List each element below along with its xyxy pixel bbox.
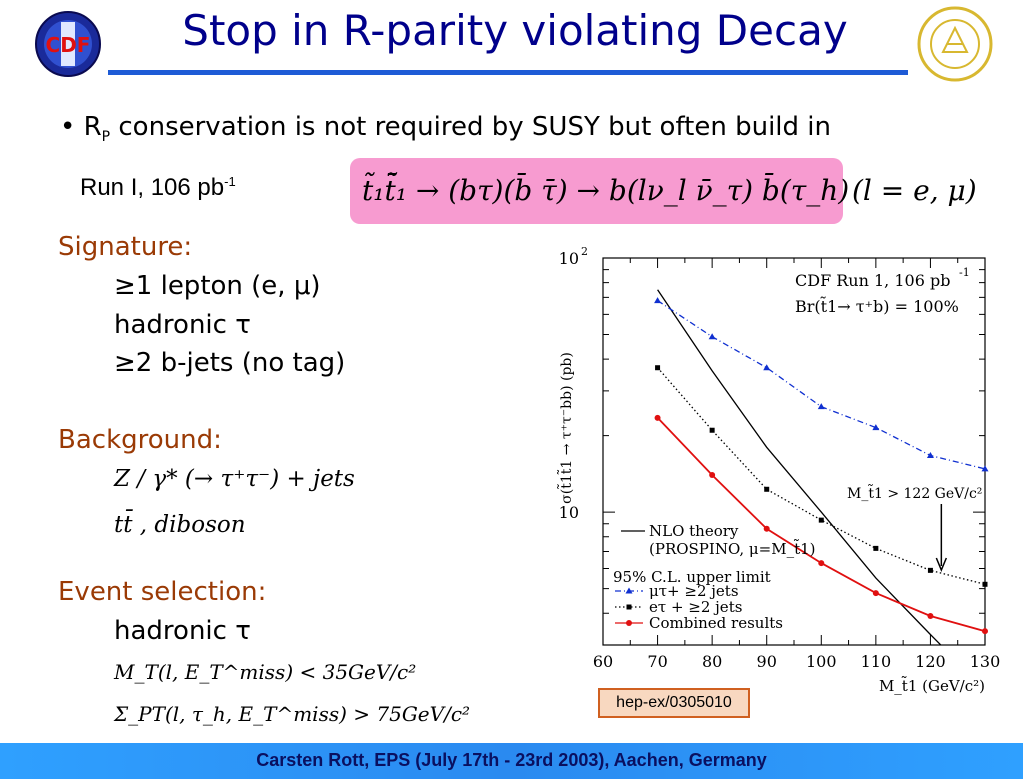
data-point bbox=[927, 567, 933, 573]
legend-label-theory: NLO theory bbox=[649, 522, 739, 540]
x-tick-label: 90 bbox=[757, 652, 777, 671]
x-axis-label: M_t̃1 (GeV/c²) bbox=[879, 676, 985, 695]
selection-heading: Event selection: bbox=[58, 577, 267, 607]
signature-item: hadronic τ bbox=[114, 310, 251, 340]
signature-item: ≥1 lepton (e, μ) bbox=[114, 271, 321, 301]
x-tick-label: 80 bbox=[702, 652, 722, 671]
data-point bbox=[818, 560, 825, 567]
legend-label-2: eτ + ≥2 jets bbox=[649, 598, 742, 616]
legend-marker bbox=[626, 604, 632, 610]
legend-marker bbox=[626, 620, 632, 626]
mass-limit-arrowhead bbox=[935, 557, 948, 572]
signature-heading: Signature: bbox=[58, 232, 193, 262]
data-point bbox=[927, 613, 934, 620]
chart-annotation-title: CDF Run 1, 106 pb bbox=[795, 271, 950, 290]
legend-marker bbox=[625, 587, 633, 594]
background-heading: Background: bbox=[58, 425, 222, 455]
decay-equation-box bbox=[350, 158, 843, 224]
lepton-flavor-note: (l = e, μ) bbox=[852, 174, 977, 207]
rp-bullet: • RP conservation is not required by SUS… bbox=[60, 112, 831, 146]
x-tick-label: 130 bbox=[970, 652, 1001, 671]
data-point bbox=[763, 364, 771, 371]
x-tick-label: 100 bbox=[806, 652, 837, 671]
data-point bbox=[763, 525, 770, 532]
legend-label-theory-2: (PROSPINO, μ=M_t̃1) bbox=[649, 539, 816, 558]
data-point bbox=[818, 517, 824, 523]
page-title: Stop in R-parity violating Decay bbox=[182, 6, 848, 55]
background-z-jets: Z / γ* (→ τ⁺τ⁻) + jets bbox=[114, 466, 355, 492]
cdf-logo-text: CDF bbox=[46, 33, 91, 57]
series-line-1 bbox=[657, 300, 985, 470]
x-tick-label: 120 bbox=[915, 652, 946, 671]
data-point bbox=[654, 297, 662, 304]
legend-header: 95% C.L. upper limit bbox=[613, 568, 771, 586]
data-point bbox=[655, 365, 661, 371]
cross-section-chart: 60 70 80 90 100 110 120 130 10 2 10 M_t̃1 (GeV/c²) σ… bbox=[545, 240, 1015, 710]
data-point bbox=[764, 486, 770, 492]
y-tick-label: 10 bbox=[559, 249, 579, 268]
purdue-seal-logo bbox=[915, 4, 995, 84]
decay-equation: t̃₁t̃̄₁ → (bτ)(b̄ τ̄) → b(lν_l ν̄_τ) b̄(… bbox=[362, 174, 850, 207]
data-point bbox=[709, 427, 715, 433]
chart-annotation-br: Br(t̃1→ τ⁺b) = 100% bbox=[795, 296, 959, 316]
data-point bbox=[982, 581, 988, 587]
legend-label-3: Combined results bbox=[649, 614, 783, 632]
legend-label-1: μτ+ ≥2 jets bbox=[649, 582, 739, 600]
chart-annotation-title-sup: -1 bbox=[959, 266, 970, 279]
data-point bbox=[817, 403, 825, 410]
data-point bbox=[981, 465, 989, 472]
cdf-logo: CDF bbox=[34, 10, 102, 78]
y-tick-exponent: 2 bbox=[581, 245, 588, 258]
footer-text: Carsten Rott, EPS (July 17th - 23rd 2003… bbox=[256, 750, 767, 770]
x-tick-label: 60 bbox=[593, 652, 613, 671]
data-point bbox=[982, 628, 988, 635]
data-point bbox=[872, 590, 879, 597]
x-tick-label: 70 bbox=[647, 652, 667, 671]
signature-item: ≥2 b-jets (no tag) bbox=[114, 348, 346, 378]
background-ttbar: tt̄ , diboson bbox=[114, 512, 246, 538]
mass-limit-label: M_t̃1 > 122 GeV/c² bbox=[847, 483, 982, 502]
title-rule bbox=[108, 70, 908, 75]
data-point bbox=[872, 424, 880, 431]
run-luminosity: Run I, 106 pb-1 bbox=[80, 174, 236, 201]
selection-item: hadronic τ bbox=[114, 616, 251, 646]
selection-mt-cut: M_T(l, E_T^miss) < 35GeV/c² bbox=[114, 660, 417, 684]
series-line-0 bbox=[657, 289, 942, 645]
y-tick-label: 10 bbox=[559, 503, 579, 522]
arxiv-reference[interactable]: hep-ex/0305010 bbox=[598, 688, 750, 718]
y-axis-label: σ(t̃1t̃1 → τ⁺τ⁻bb) (pb) bbox=[556, 352, 575, 504]
footer-bar bbox=[0, 743, 1023, 779]
data-point bbox=[708, 333, 716, 340]
data-point bbox=[654, 414, 661, 421]
x-tick-label: 110 bbox=[861, 652, 892, 671]
data-point bbox=[926, 452, 934, 459]
selection-sumpt-cut: Σ_PT(l, τ_h, E_T^miss) > 75GeV/c² bbox=[114, 702, 471, 726]
data-point bbox=[709, 471, 716, 478]
data-point bbox=[873, 545, 879, 551]
